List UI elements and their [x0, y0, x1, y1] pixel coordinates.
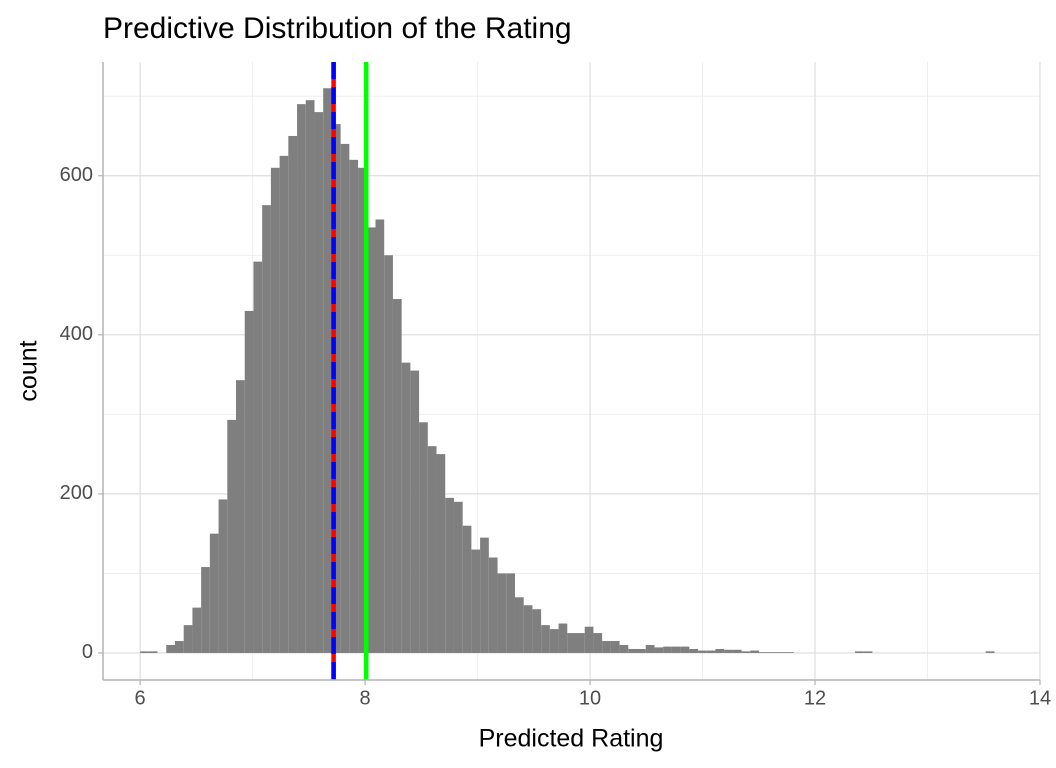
- bar: [323, 88, 332, 653]
- bar: [401, 362, 411, 653]
- bar: [236, 380, 245, 653]
- bar: [767, 652, 777, 653]
- y-tick-label: 200: [60, 482, 93, 504]
- y-tick-label: 0: [82, 641, 93, 663]
- bar: [419, 422, 428, 653]
- bar: [689, 648, 699, 653]
- bar: [183, 625, 193, 653]
- bar: [480, 537, 489, 653]
- bar: [671, 646, 681, 653]
- bar: [645, 645, 655, 653]
- bar: [750, 650, 760, 653]
- y-tick-label: 400: [60, 323, 93, 345]
- bar: [140, 651, 149, 653]
- bar: [549, 629, 559, 653]
- bar: [462, 525, 472, 653]
- x-tick-label: 6: [135, 687, 146, 709]
- bar: [523, 605, 533, 653]
- bar: [863, 651, 873, 653]
- bar: [392, 299, 402, 653]
- bar: [854, 651, 864, 653]
- bar: [506, 573, 515, 653]
- bar: [174, 641, 184, 653]
- bar: [776, 652, 786, 653]
- bar: [558, 623, 568, 653]
- bar: [209, 533, 219, 653]
- bar: [785, 652, 794, 653]
- bar: [706, 650, 716, 653]
- bar: [427, 446, 437, 653]
- bar: [584, 626, 594, 653]
- bar: [602, 641, 611, 653]
- bar: [445, 497, 454, 653]
- bar: [628, 648, 638, 653]
- bar: [985, 651, 995, 653]
- bar: [410, 370, 420, 653]
- x-tick-label: 12: [804, 687, 826, 709]
- x-tick-label: 14: [1029, 687, 1051, 709]
- bar: [593, 633, 603, 653]
- chart-title: Predictive Distribution of the Rating: [103, 12, 572, 45]
- bar: [567, 633, 576, 653]
- bar: [575, 633, 585, 653]
- bar: [654, 647, 664, 653]
- bar: [715, 648, 725, 653]
- bar: [192, 607, 202, 653]
- bar: [218, 499, 228, 653]
- bar: [663, 646, 672, 653]
- y-axis-label: count: [15, 340, 43, 401]
- bar: [349, 159, 359, 653]
- bar: [488, 557, 498, 653]
- x-axis-label: Predicted Rating: [479, 725, 664, 753]
- bar: [680, 646, 690, 653]
- bar: [314, 112, 324, 653]
- bar: [514, 597, 524, 653]
- bar: [436, 454, 446, 653]
- bar: [358, 167, 367, 653]
- bar: [279, 155, 289, 653]
- bar: [305, 100, 315, 653]
- bar: [637, 648, 646, 653]
- bar: [340, 143, 350, 653]
- bar: [724, 649, 733, 653]
- bar: [166, 645, 175, 653]
- bar: [759, 652, 768, 653]
- bar: [384, 255, 393, 653]
- bar: [297, 104, 306, 653]
- bar: [619, 645, 629, 653]
- bar: [227, 419, 237, 653]
- x-tick-label: 10: [579, 687, 601, 709]
- bar: [288, 135, 298, 653]
- bar: [201, 567, 210, 653]
- bar: [253, 261, 263, 653]
- bar: [497, 573, 507, 653]
- bar: [453, 501, 463, 653]
- bar: [741, 651, 751, 653]
- x-tick-label: 8: [360, 687, 371, 709]
- bar: [471, 549, 481, 653]
- bar: [270, 167, 280, 653]
- bar: [331, 124, 341, 653]
- bar: [698, 650, 707, 653]
- bar: [148, 651, 158, 653]
- bar: [262, 205, 271, 653]
- y-tick-label: 600: [60, 164, 93, 186]
- bar: [541, 625, 550, 653]
- bar: [532, 609, 542, 653]
- bar: [244, 310, 254, 653]
- bar: [732, 649, 742, 653]
- bar: [610, 641, 620, 653]
- bar: [366, 227, 376, 653]
- bar: [375, 219, 385, 653]
